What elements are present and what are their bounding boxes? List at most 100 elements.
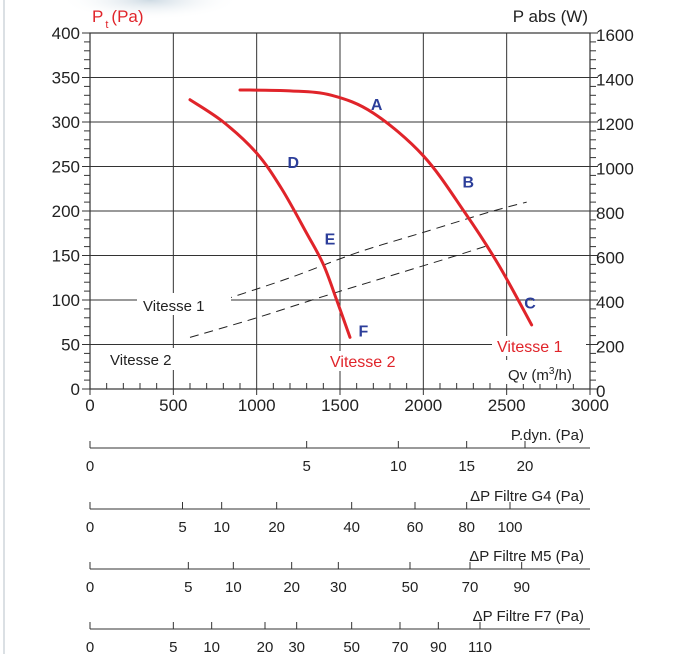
power-tick-label: 1400 [596, 71, 634, 90]
flow-tick-label: 3000 [571, 396, 609, 415]
system-curve-label-1: Vitesse 1 [143, 298, 204, 315]
pressure-tick-label: 250 [52, 158, 80, 177]
curve-point-D: D [288, 155, 300, 172]
scale-tick-label: 20 [517, 458, 534, 475]
series-label-2: Vitesse 2 [330, 354, 396, 371]
pressure-tick-label: 150 [52, 247, 80, 266]
power-tick-label: 1200 [596, 115, 634, 134]
system-curve-label-2-box: Vitesse 2 [104, 348, 198, 370]
flow-tick-label: 1500 [321, 396, 359, 415]
scale-tick-label: 20 [268, 519, 285, 536]
flow-axis-title-main: Qv (m [508, 367, 549, 384]
flow-axis-title-box: Qv (m3/h) [503, 360, 587, 384]
scale-tick-label: 60 [407, 519, 424, 536]
power-tick-label: 200 [596, 338, 624, 357]
performance-curve-1 [238, 88, 534, 327]
flow-axis-labels: 0 500 1000 1500 2000 2500 3000 [85, 396, 609, 415]
scale-tick-label: 110 [468, 639, 492, 654]
axis-ticks [82, 32, 598, 395]
system-curve-label-2: Vitesse 2 [110, 352, 171, 369]
pressure-axis-subscript: t [105, 19, 108, 31]
pressure-tick-label: 100 [52, 291, 80, 310]
scale-title: ΔP Filtre M5 (Pa) [469, 548, 584, 565]
scale-tick-label: 0 [86, 519, 94, 536]
corner-decoration [60, 0, 240, 20]
scale-tick-label: 0 [86, 639, 94, 654]
performance-curve-2 [188, 98, 352, 339]
scale-tick-label: 30 [330, 579, 347, 596]
scale-tick-label: 10 [390, 458, 407, 475]
pressure-tick-label: 350 [52, 69, 80, 88]
curve-point-F: F [358, 323, 368, 340]
scale-tick-label: 90 [513, 579, 530, 596]
power-axis-title: P abs (W) [513, 7, 588, 26]
scale-tick-label: 15 [458, 458, 475, 475]
plot-grid [89, 32, 591, 390]
scale-tick-label: 10 [225, 579, 242, 596]
series-label-1: Vitesse 1 [497, 339, 563, 356]
pressure-tick-label: 0 [71, 380, 80, 399]
scale-tick-label: 70 [392, 639, 409, 654]
flow-tick-label: 0 [85, 396, 94, 415]
scale-tick-label: 50 [402, 579, 419, 596]
series-label-1-box: Vitesse 1 [492, 336, 586, 356]
scale-tick-label: 20 [257, 639, 274, 654]
flow-axis-title-sup: 3 [549, 366, 555, 377]
power-tick-label: 1000 [596, 160, 634, 179]
flow-axis-title-end: /h) [554, 367, 572, 384]
scale-tick-label: 0 [86, 458, 94, 475]
power-tick-label: 0 [596, 382, 605, 401]
flow-tick-label: 2500 [488, 396, 526, 415]
pressure-tick-label: 400 [52, 24, 80, 43]
power-tick-label: 800 [596, 204, 624, 223]
scale-tick-label: 5 [302, 458, 310, 475]
scale-tick-label: 30 [288, 639, 305, 654]
curve-point-labels: A B C D E F [288, 97, 537, 340]
system-curves [189, 201, 527, 338]
scale-1: 0 5 10 15 20 P.dyn. (Pa) [86, 427, 590, 475]
pressure-tick-label: 50 [61, 336, 80, 355]
curve-point-E: E [325, 232, 336, 249]
flow-tick-label: 2000 [404, 396, 442, 415]
scale-2: 0 5 10 20 40 60 80 100 ΔP Filtre G4 (Pa) [86, 488, 590, 536]
power-tick-label: 1600 [596, 26, 634, 45]
pressure-axis-unit: (Pa) [111, 7, 143, 26]
scale-tick-label: 5 [178, 519, 186, 536]
flow-tick-label: 500 [159, 396, 187, 415]
scale-title: ΔP Filtre G4 (Pa) [470, 488, 584, 505]
performance-curves [188, 88, 534, 339]
flow-axis-title: Qv (m3/h) [508, 366, 572, 384]
pressure-axis-symbol: P [92, 7, 103, 26]
power-tick-label: 400 [596, 293, 624, 312]
system-curve-2 [189, 244, 491, 338]
pressure-tick-label: 300 [52, 113, 80, 132]
scale-tick-label: 100 [497, 519, 522, 536]
curve-point-C: C [524, 296, 536, 313]
scale-tick-label: 90 [430, 639, 447, 654]
scale-tick-label: 50 [343, 639, 360, 654]
scale-tick-label: 80 [458, 519, 475, 536]
scale-tick-label: 5 [184, 579, 192, 596]
series-label-2-box: Vitesse 2 [325, 351, 409, 371]
system-curve-label-1-box: Vitesse 1 [137, 293, 231, 315]
curve-point-A: A [371, 97, 383, 114]
scale-4: 0 5 10 20 30 50 70 90 110 ΔP Filtre F7 (Pa) [86, 608, 590, 654]
system-curve-1 [223, 201, 527, 301]
scale-3: 0 5 10 20 30 50 70 90 ΔP Filtre M5 (Pa) [86, 548, 590, 596]
scale-title: ΔP Filtre F7 (Pa) [473, 608, 584, 625]
power-tick-label: 600 [596, 249, 624, 268]
flow-tick-label: 1000 [238, 396, 276, 415]
scale-tick-label: 20 [283, 579, 300, 596]
pressure-tick-label: 200 [52, 202, 80, 221]
pressure-axis-labels: 0 50 100 150 200 250 300 350 400 [52, 24, 80, 399]
power-axis-labels: 0 200 400 600 800 1000 1200 1400 1600 [596, 26, 634, 401]
scale-title: P.dyn. (Pa) [511, 427, 584, 444]
scale-tick-label: 5 [169, 639, 177, 654]
scale-tick-label: 0 [86, 579, 94, 596]
scale-tick-label: 10 [203, 639, 220, 654]
scale-tick-label: 40 [343, 519, 360, 536]
scale-tick-label: 70 [462, 579, 479, 596]
